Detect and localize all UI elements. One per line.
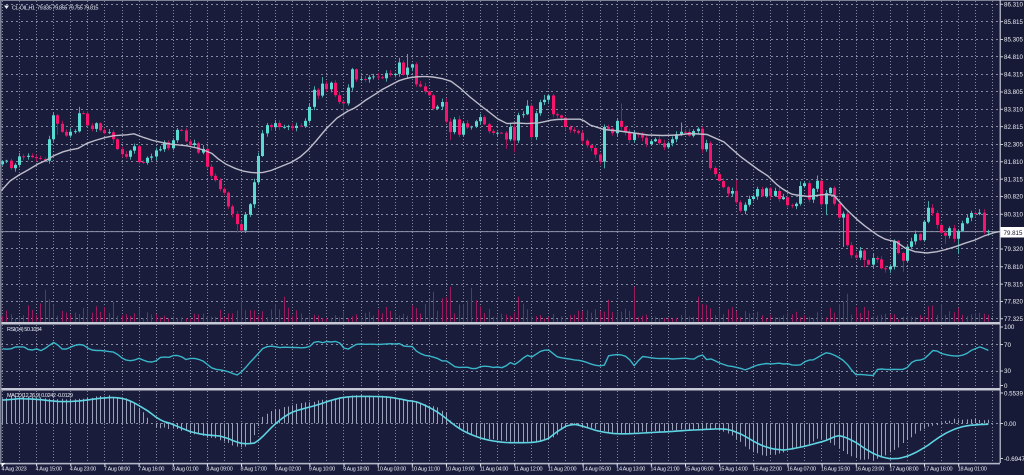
svg-text:83.805: 83.805 [1004, 89, 1023, 96]
svg-text:14 Aug 13:00: 14 Aug 13:00 [616, 467, 645, 473]
svg-text:82.305: 82.305 [1004, 142, 1023, 149]
svg-text:0.00: 0.00 [1004, 421, 1017, 428]
svg-text:85.815: 85.815 [1004, 19, 1023, 26]
svg-text:11 Aug 04:00: 11 Aug 04:00 [480, 467, 509, 473]
svg-text:81.315: 81.315 [1004, 176, 1023, 183]
svg-text:16 Aug 07:00: 16 Aug 07:00 [787, 467, 816, 473]
svg-text:84.315: 84.315 [1004, 71, 1023, 78]
svg-text:79.320: 79.320 [1004, 246, 1023, 253]
svg-text:77.325: 77.325 [1004, 316, 1023, 323]
svg-text:18 Aug 01:00: 18 Aug 01:00 [958, 467, 987, 473]
svg-text:80.310: 80.310 [1004, 212, 1023, 219]
svg-text:15 Aug 06:00: 15 Aug 06:00 [685, 467, 714, 473]
svg-text:77.820: 77.820 [1004, 299, 1023, 306]
svg-text:79.815: 79.815 [1004, 230, 1023, 237]
svg-text:8 Aug 17:00: 8 Aug 17:00 [241, 467, 267, 473]
svg-text:9 Aug 02:00: 9 Aug 02:00 [275, 467, 301, 473]
svg-text:CL-OIL,H1 79.835 79.855 79.75: CL-OIL,H1 79.835 79.855 79.755 79.815 [12, 6, 98, 12]
svg-text:8 Aug 09:00: 8 Aug 09:00 [206, 467, 232, 473]
svg-text:4 Aug 15:00: 4 Aug 15:00 [36, 467, 62, 473]
svg-text:81.810: 81.810 [1004, 159, 1023, 166]
svg-text:82.815: 82.815 [1004, 124, 1023, 131]
svg-text:84.810: 84.810 [1004, 54, 1023, 61]
svg-text:78.315: 78.315 [1004, 281, 1023, 288]
svg-text:10 Aug 03:00: 10 Aug 03:00 [377, 467, 406, 473]
svg-text:11 Aug 20:00: 11 Aug 20:00 [548, 467, 577, 473]
svg-text:9 Aug 18:00: 9 Aug 18:00 [343, 467, 369, 473]
svg-text:30: 30 [1004, 368, 1011, 375]
svg-text:4 Aug 2023: 4 Aug 2023 [2, 467, 27, 473]
svg-text:7 Aug 16:00: 7 Aug 16:00 [138, 467, 164, 473]
svg-text:7 Aug 08:00: 7 Aug 08:00 [104, 467, 130, 473]
svg-text:10 Aug 19:00: 10 Aug 19:00 [445, 467, 474, 473]
svg-text:15 Aug 14:00: 15 Aug 14:00 [719, 467, 748, 473]
svg-text:8 Aug 01:00: 8 Aug 01:00 [172, 467, 198, 473]
svg-text:0.5539: 0.5539 [1004, 391, 1023, 398]
svg-text:14 Aug 21:00: 14 Aug 21:00 [650, 467, 679, 473]
svg-text:100: 100 [1004, 324, 1015, 331]
svg-text:4 Aug 23:00: 4 Aug 23:00 [70, 467, 96, 473]
svg-text:85.305: 85.305 [1004, 37, 1023, 44]
svg-text:16 Aug 15:00: 16 Aug 15:00 [821, 467, 850, 473]
svg-text:78.810: 78.810 [1004, 264, 1023, 271]
svg-text:14 Aug 05:00: 14 Aug 05:00 [582, 467, 611, 473]
svg-text:86.310: 86.310 [1004, 2, 1023, 9]
svg-text:RSI(14) 50.1034: RSI(14) 50.1034 [7, 327, 42, 333]
svg-text:80.820: 80.820 [1004, 194, 1023, 201]
svg-text:17 Aug 08:00: 17 Aug 08:00 [889, 467, 918, 473]
svg-text:0: 0 [1004, 383, 1008, 390]
svg-text:-0.6947: -0.6947 [1004, 456, 1024, 463]
svg-text:11 Aug 12:00: 11 Aug 12:00 [514, 467, 543, 473]
svg-text:17 Aug 16:00: 17 Aug 16:00 [924, 467, 953, 473]
svg-text:9 Aug 10:00: 9 Aug 10:00 [309, 467, 335, 473]
svg-text:15 Aug 22:00: 15 Aug 22:00 [753, 467, 782, 473]
svg-text:MACD(12,26,9) 0.0242 -0.0129: MACD(12,26,9) 0.0242 -0.0129 [7, 393, 73, 399]
svg-text:70: 70 [1004, 342, 1011, 349]
svg-text:10 Aug 11:00: 10 Aug 11:00 [411, 467, 440, 473]
svg-text:16 Aug 23:00: 16 Aug 23:00 [855, 467, 884, 473]
svg-text:83.310: 83.310 [1004, 107, 1023, 114]
